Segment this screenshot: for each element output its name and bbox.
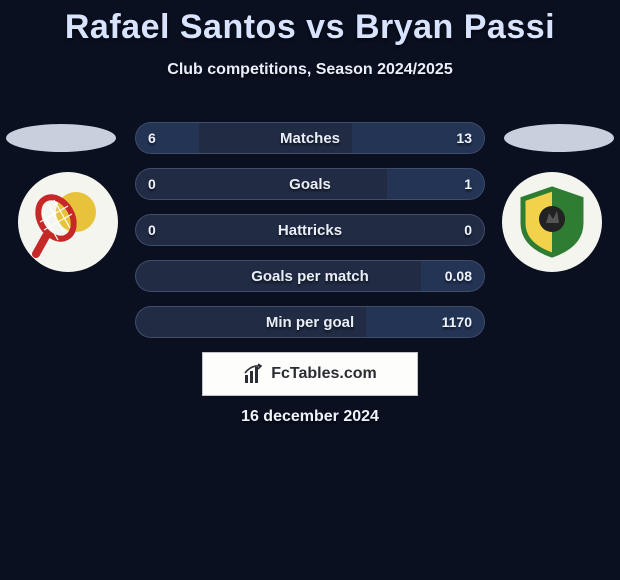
stat-value-right: 0 (464, 222, 472, 238)
stat-label: Goals (289, 176, 331, 193)
stat-row: Min per goal 1170 (135, 306, 485, 338)
fctables-label: FcTables.com (271, 365, 377, 383)
stat-value-right: 1170 (442, 314, 472, 330)
date-label: 16 december 2024 (0, 408, 620, 426)
shield-icon (513, 183, 591, 261)
subtitle: Club competitions, Season 2024/2025 (0, 61, 620, 79)
stat-value-right: 1 (464, 176, 472, 192)
stat-row: 0 Goals 1 (135, 168, 485, 200)
right-club-badge (502, 172, 602, 272)
right-shadow-ellipse (504, 124, 614, 152)
stat-value-right: 13 (456, 130, 472, 146)
page-title: Rafael Santos vs Bryan Passi (0, 0, 620, 47)
stat-fill-left (136, 123, 199, 153)
fctables-watermark: FcTables.com (202, 352, 418, 396)
stat-value-left: 0 (148, 176, 156, 192)
racket-ball-icon (28, 182, 108, 262)
stat-row: Goals per match 0.08 (135, 260, 485, 292)
left-club-badge (18, 172, 118, 272)
stat-value-right: 0.08 (445, 268, 472, 284)
stat-label: Hattricks (278, 222, 342, 239)
stat-row: 0 Hattricks 0 (135, 214, 485, 246)
stats-container: 6 Matches 13 0 Goals 1 0 Hattricks 0 Goals per ma… (135, 122, 485, 352)
stat-row: 6 Matches 13 (135, 122, 485, 154)
stat-label: Goals per match (251, 268, 369, 285)
bar-chart-icon (243, 363, 265, 385)
stat-value-left: 6 (148, 130, 156, 146)
stat-label: Matches (280, 130, 340, 147)
stat-label: Min per goal (266, 314, 354, 331)
left-shadow-ellipse (6, 124, 116, 152)
stat-value-left: 0 (148, 222, 156, 238)
